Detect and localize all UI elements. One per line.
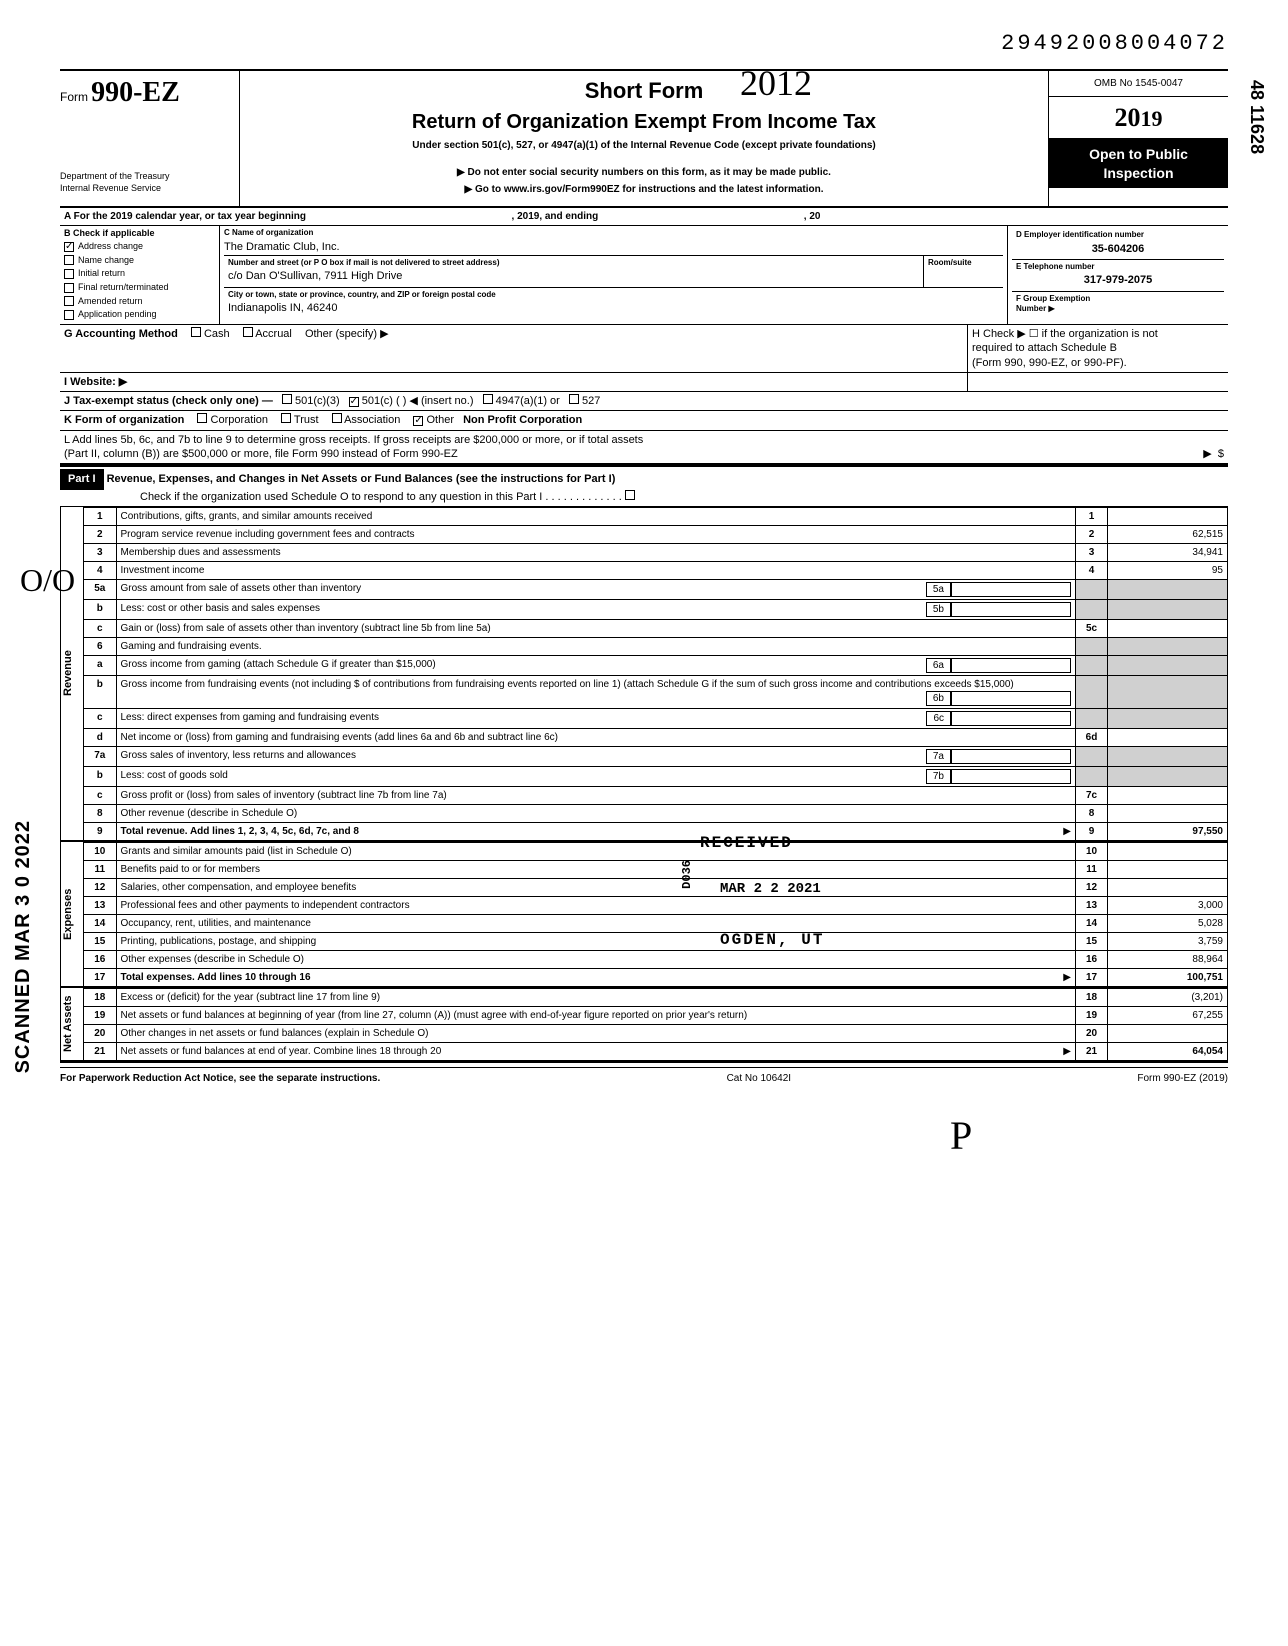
document-number: 29492008004072	[1001, 30, 1228, 59]
row-a: A For the 2019 calendar year, or tax yea…	[60, 206, 1228, 225]
row-l: L Add lines 5b, 6c, and 7b to line 9 to …	[60, 431, 1228, 464]
subtitle: Under section 501(c), 527, or 4947(a)(1)…	[250, 139, 1038, 152]
open-public-1: Open to Public	[1053, 145, 1224, 163]
omb-number: OMB No 1545-0047	[1049, 71, 1228, 97]
date-stamp: MAR 2 2 2021	[720, 880, 821, 898]
row-c-name-label: C Name of organization	[224, 228, 1003, 238]
return-title: Return of Organization Exempt From Incom…	[250, 109, 1038, 135]
expenses-section-label: Expenses	[60, 842, 84, 987]
footer-right: Form 990-EZ (2019)	[1137, 1072, 1228, 1085]
revenue-section-label: Revenue	[60, 507, 84, 841]
side-code: 48 11628	[1245, 80, 1268, 154]
street-label: Number and street (or P O box if mail is…	[228, 258, 919, 268]
netassets-section-label: Net Assets	[60, 988, 84, 1061]
revenue-table: 1Contributions, gifts, grants, and simil…	[84, 507, 1228, 841]
received-stamp: RECEIVED	[700, 833, 793, 854]
row-e-label: E Telephone number	[1016, 262, 1220, 272]
row-f-label: F Group Exemption	[1016, 294, 1220, 304]
open-public-2: Inspection	[1053, 164, 1224, 182]
room-label: Room/suite	[928, 258, 999, 268]
org-name: The Dramatic Club, Inc.	[224, 239, 1003, 255]
checkbox-501c3[interactable]	[282, 394, 292, 404]
checkbox-app-pending[interactable]	[64, 310, 74, 320]
checkbox-501c[interactable]	[349, 397, 359, 407]
checkbox-corp[interactable]	[197, 413, 207, 423]
handwritten-year: 2012	[740, 60, 812, 107]
netassets-table: 18Excess or (deficit) for the year (subt…	[84, 988, 1228, 1061]
form-prefix: Form	[60, 90, 88, 104]
checkbox-final-return[interactable]	[64, 283, 74, 293]
checkbox-trust[interactable]	[281, 413, 291, 423]
row-j: J Tax-exempt status (check only one) — 5…	[60, 392, 1228, 410]
form-year: 2019	[1049, 97, 1228, 140]
form-header: Form 990-EZ Department of the Treasury I…	[60, 69, 1228, 207]
ogden-stamp: OGDEN, UT	[720, 930, 824, 951]
part-1-header: Part I Revenue, Expenses, and Changes in…	[60, 465, 1228, 506]
expenses-table: 10Grants and similar amounts paid (list …	[84, 842, 1228, 987]
ein-value: 35-604206	[1016, 241, 1220, 257]
row-d-label: D Employer identification number	[1016, 230, 1220, 240]
row-f-label2: Number ▶	[1016, 304, 1220, 314]
footer-mid: Cat No 10642I	[727, 1072, 792, 1085]
checkbox-assoc[interactable]	[332, 413, 342, 423]
dept-treasury: Department of the Treasury	[60, 171, 233, 183]
row-g: G Accounting Method Cash Accrual Other (…	[60, 325, 968, 372]
row-b: B Check if applicable Address change Nam…	[60, 226, 220, 324]
checkbox-name-change[interactable]	[64, 255, 74, 265]
dept-irs: Internal Revenue Service	[60, 183, 233, 195]
city-label: City or town, state or province, country…	[228, 290, 999, 300]
row-k: K Form of organization Corporation Trust…	[60, 411, 1228, 429]
checkbox-cash[interactable]	[191, 327, 201, 337]
checkbox-initial-return[interactable]	[64, 269, 74, 279]
d036-stamp: D036	[680, 860, 696, 889]
footer: For Paperwork Reduction Act Notice, see …	[60, 1067, 1228, 1085]
checkbox-527[interactable]	[569, 394, 579, 404]
city-value: Indianapolis IN, 46240	[228, 300, 999, 316]
ssn-warning: ▶ Do not enter social security numbers o…	[250, 166, 1038, 179]
checkbox-accrual[interactable]	[243, 327, 253, 337]
goto-url: ▶ Go to www.irs.gov/Form990EZ for instru…	[250, 183, 1038, 196]
footer-left: For Paperwork Reduction Act Notice, see …	[60, 1072, 380, 1085]
form-number: 990-EZ	[91, 77, 180, 108]
handwritten-signature: P	[950, 1110, 972, 1162]
phone-value: 317-979-2075	[1016, 272, 1220, 288]
checkbox-amended[interactable]	[64, 296, 74, 306]
scanned-stamp: SCANNED MAR 3 0 2022	[10, 820, 36, 1073]
street-value: c/o Dan O'Sullivan, 7911 High Drive	[228, 268, 919, 284]
row-h: H Check ▶ ☐ if the organization is not r…	[968, 325, 1228, 372]
checkbox-address-change[interactable]	[64, 242, 74, 252]
row-i: I Website: ▶	[60, 373, 968, 391]
checkbox-4947[interactable]	[483, 394, 493, 404]
checkbox-other-org[interactable]	[413, 416, 423, 426]
checkbox-schedule-o[interactable]	[625, 490, 635, 500]
short-form-label: Short Form	[250, 77, 1038, 106]
